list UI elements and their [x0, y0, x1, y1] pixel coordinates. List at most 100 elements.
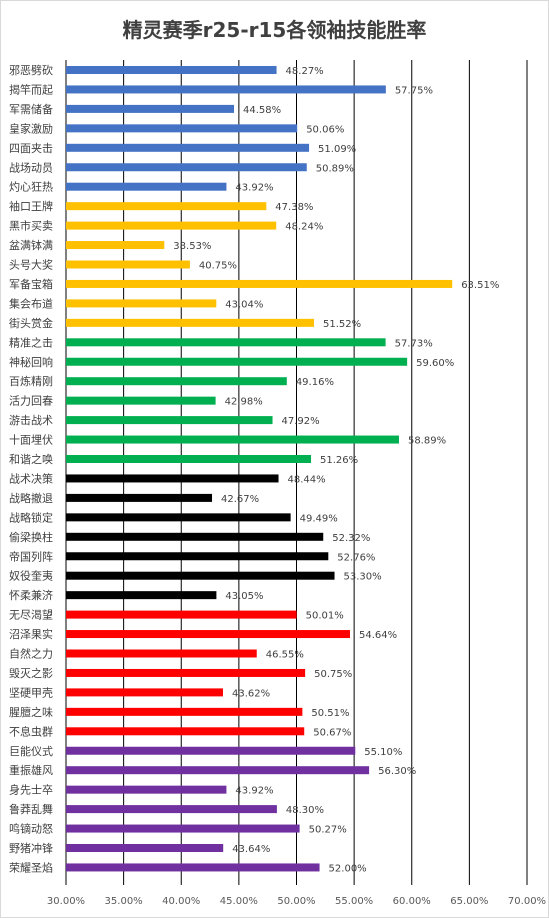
value-label: 48.30%	[286, 805, 324, 816]
bar	[66, 844, 224, 852]
category-label: 邪恶劈砍	[9, 63, 53, 77]
bar	[66, 824, 300, 833]
bar	[66, 766, 370, 775]
value-label: 44.58%	[243, 105, 281, 116]
bar	[66, 649, 257, 658]
category-label: 鲁莽乱舞	[9, 802, 53, 816]
bar	[66, 688, 223, 697]
value-label: 50.89%	[316, 163, 354, 174]
bar	[66, 124, 298, 133]
x-tick-label: 60.00%	[393, 896, 431, 907]
value-label: 51.52%	[323, 319, 361, 330]
category-label: 腥膻之味	[9, 705, 53, 719]
bar	[66, 260, 190, 269]
category-label: 野猪冲锋	[9, 841, 53, 855]
value-label: 55.10%	[364, 747, 402, 758]
bar	[66, 299, 217, 308]
category-label: 坚硬甲壳	[9, 685, 53, 699]
category-label: 身先士卒	[9, 783, 53, 797]
category-label: 帝国列阵	[9, 549, 53, 563]
category-label: 毁灭之影	[9, 666, 53, 680]
value-label: 51.09%	[318, 144, 356, 155]
bar	[66, 357, 408, 366]
value-label: 63.51%	[461, 280, 499, 291]
bar	[66, 182, 227, 191]
bar	[66, 318, 315, 327]
bar	[66, 241, 165, 250]
value-label: 43.05%	[225, 591, 263, 602]
value-label: 48.24%	[285, 222, 323, 233]
value-label: 51.26%	[320, 455, 358, 466]
value-label: 52.32%	[332, 533, 370, 544]
value-label: 58.89%	[408, 436, 446, 447]
category-label: 盆满钵满	[9, 238, 53, 252]
category-label: 军需储备	[9, 102, 53, 116]
category-label: 重振雄风	[9, 763, 53, 777]
category-label: 战术决策	[9, 471, 53, 485]
bar	[66, 707, 303, 716]
category-label: 巨能仪式	[9, 744, 53, 758]
category-label: 黑市买卖	[9, 219, 53, 233]
value-label: 57.73%	[395, 338, 433, 349]
value-label: 50.06%	[306, 124, 344, 135]
category-label: 皇家激励	[9, 121, 53, 135]
x-tick-label: 30.00%	[47, 896, 85, 907]
category-label: 自然之力	[9, 647, 53, 661]
value-label: 50.75%	[314, 669, 352, 680]
value-label: 49.49%	[300, 513, 338, 524]
bar	[66, 396, 216, 405]
value-label: 50.01%	[306, 611, 344, 622]
category-label: 袖口王牌	[9, 199, 53, 213]
x-tick-label: 45.00%	[220, 896, 258, 907]
category-label: 和谐之唤	[9, 452, 53, 466]
value-label: 50.27%	[309, 825, 347, 836]
category-label: 无尽渴望	[9, 609, 53, 622]
bar	[66, 591, 217, 600]
bar	[66, 416, 273, 425]
bar	[66, 66, 277, 74]
category-label: 战略锁定	[9, 510, 53, 524]
category-label: 战场动员	[9, 160, 53, 174]
category-label: 不息虫群	[9, 724, 53, 738]
value-label: 43.92%	[235, 786, 273, 797]
category-label: 头号大奖	[9, 258, 53, 272]
category-label: 游击战术	[9, 414, 53, 427]
value-label: 59.60%	[416, 358, 454, 369]
value-label: 42.67%	[221, 494, 259, 505]
category-label: 怀柔兼济	[9, 588, 53, 602]
category-label: 精准之击	[9, 335, 53, 349]
category-label: 荣耀圣焰	[9, 860, 53, 874]
value-label: 56.30%	[378, 766, 416, 777]
value-label: 52.00%	[329, 863, 367, 874]
x-tick-label: 70.00%	[508, 896, 546, 907]
value-label: 48.27%	[286, 66, 324, 77]
bar	[66, 221, 277, 230]
x-tick-label: 55.00%	[335, 896, 373, 907]
bar	[66, 85, 386, 94]
value-label: 57.75%	[395, 85, 433, 96]
value-label: 52.76%	[337, 552, 375, 563]
bar	[66, 610, 297, 619]
bar	[66, 532, 324, 541]
value-label: 38.53%	[173, 241, 211, 252]
bar	[66, 435, 399, 444]
category-label: 揭竿而起	[9, 82, 53, 96]
bar	[66, 338, 386, 347]
x-tick-label: 50.00%	[277, 896, 315, 907]
category-label: 军备宝箱	[9, 277, 53, 291]
value-label: 43.04%	[225, 299, 263, 310]
category-label: 神秘回响	[9, 355, 53, 369]
x-tick-label: 65.00%	[450, 896, 488, 907]
category-label: 百炼精刚	[9, 374, 53, 388]
category-label: 街头赏金	[9, 316, 53, 330]
category-label: 偷梁换柱	[9, 530, 53, 544]
value-label: 48.44%	[288, 474, 326, 485]
x-tick-label: 35.00%	[105, 896, 143, 907]
category-label: 集会布道	[9, 296, 53, 310]
value-label: 43.64%	[232, 844, 270, 855]
bar	[66, 474, 279, 483]
value-label: 47.38%	[275, 202, 313, 213]
bar	[66, 727, 305, 736]
value-label: 49.16%	[296, 377, 334, 388]
